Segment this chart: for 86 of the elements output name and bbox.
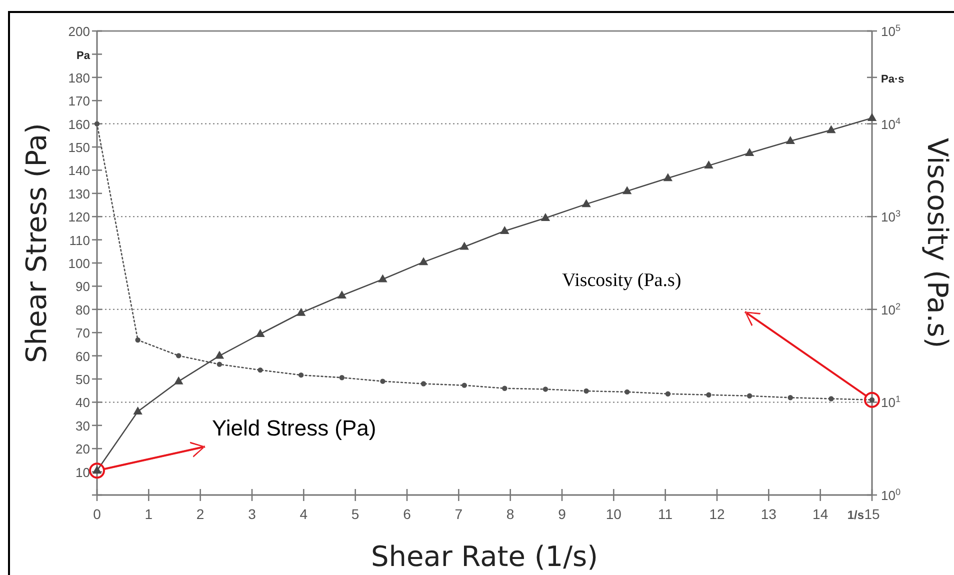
point [706,392,712,398]
y-tick-label: 140 [68,163,90,178]
y-tick-label: 150 [68,140,90,155]
point [867,113,877,121]
y-axis-title: Shear Stress (Pa) [20,123,53,363]
point [502,386,508,391]
point [214,350,224,359]
point [258,367,263,373]
point [420,381,426,386]
x-tick-label: 3 [248,506,256,522]
point [584,388,589,394]
x-tick-label: 15 [864,506,880,522]
y-tick-label: 30 [76,418,90,434]
point [828,396,834,402]
y2-tick-label: 10$^{4}$ [881,116,901,132]
point [462,382,467,388]
y-tick-label: 20 [76,442,90,457]
point [540,212,550,221]
x-tick-label: 13 [760,506,777,522]
y-tick-label: 110 [69,232,90,248]
y-tick-label: 100 [68,256,90,271]
y-tick-label: 70 [76,326,90,341]
point [418,257,428,266]
point [663,173,673,182]
y2-tick-label: 10$^{5}$ [881,23,901,39]
x-tick-label: 11 [658,506,673,522]
point [786,136,795,144]
point [378,274,388,282]
point [460,242,469,250]
x-tick-label: 5 [351,506,360,522]
point [256,328,265,337]
x-tick-label: 6 [403,506,412,522]
y-tick-label: 50 [76,372,90,387]
x-tick-label: 9 [558,506,566,522]
point [826,125,836,134]
point [704,160,714,169]
point [135,337,140,343]
x-axis-title: Shear Rate (1/s) [370,540,598,573]
y-tick-label: 40 [76,395,90,410]
y2-tick-label: 10$^{1}$ [881,394,901,410]
point [296,308,306,316]
y-tick-label: 200 [68,24,90,39]
y2-tick-label: Pa·s [881,73,904,86]
x-tick-label: 12 [709,506,725,522]
point [337,290,346,298]
x-tick-label: 1 [144,506,153,522]
x-tick-label: 10 [606,506,622,522]
point [788,395,793,400]
point [746,393,752,398]
y-tick-label: 130 [68,186,90,202]
y2-tick-label: 10$^{0}$ [881,487,901,503]
point [298,372,304,378]
text: 1/s [847,508,864,522]
annotation: Viscosity (Pa.s) [562,270,682,291]
y-tick-label: 160 [68,116,90,132]
y-tick-label: 90 [76,279,90,294]
y-tick-label: 80 [76,302,90,318]
y-tick-label: 180 [68,70,90,86]
y-tick-label: 10 [76,464,90,480]
y-tick-label: 60 [76,348,90,364]
y2-tick-label: 10$^{3}$ [881,208,901,225]
x-tick-label: 2 [196,506,204,522]
x-tick-label: 8 [506,506,514,522]
y2-axis-title: Viscosity (Pa.s) [921,138,954,348]
point [216,362,222,367]
x-tick-label: 0 [93,506,102,522]
point [500,226,510,234]
point [176,353,182,358]
y-tick-label: 120 [68,210,90,225]
point [339,375,344,380]
annotation: Yield Stress (Pa) [212,416,376,441]
point [622,186,632,194]
point [744,148,754,156]
point [133,406,142,414]
x-tick-label: 4 [300,506,308,522]
point [582,199,591,208]
point [624,389,630,395]
x-tick-label: 7 [454,506,463,522]
point [174,376,184,384]
y2-tick-label: 10$^{2}$ [881,301,901,318]
point [542,386,548,392]
y-tick-label: Pa [76,50,91,62]
point [380,378,386,384]
point [665,391,671,396]
x-tick-label: 14 [812,506,828,522]
y-tick-label: 170 [68,94,90,109]
